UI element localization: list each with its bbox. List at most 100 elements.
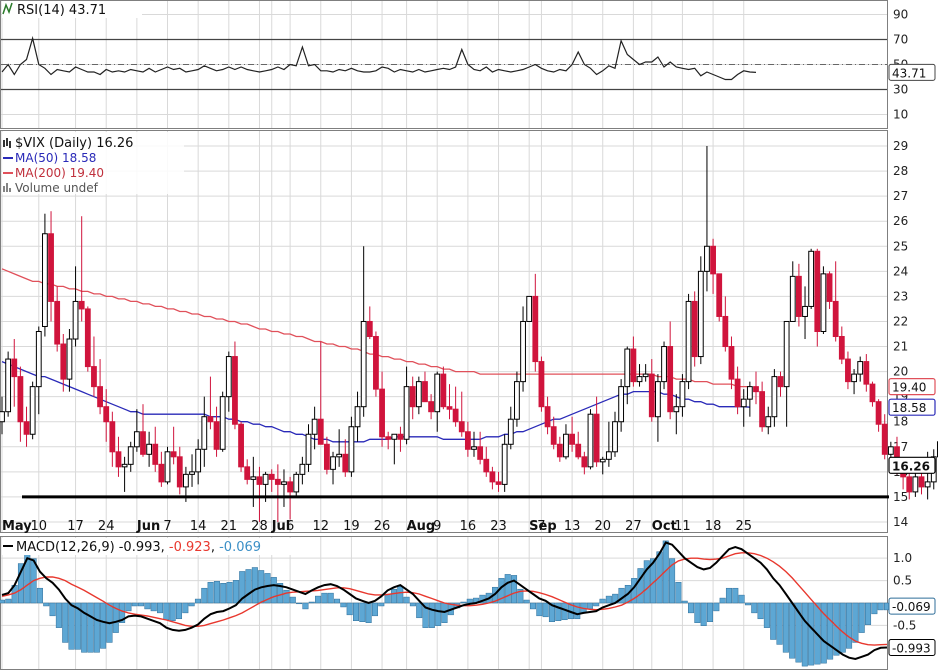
candle-body <box>722 315 729 348</box>
candle-body <box>569 433 575 445</box>
candle <box>507 406 514 450</box>
candle-body <box>458 421 465 433</box>
macd-histogram-bar <box>858 602 865 633</box>
price-tick-label: 21 <box>893 340 908 354</box>
candle-body <box>299 463 306 475</box>
candle-body <box>397 433 404 440</box>
macd-header-background <box>2 538 320 555</box>
price-tick-label: 25 <box>893 239 908 253</box>
macd-histogram-bar <box>669 558 676 604</box>
volume-legend-label: Volume undef <box>15 181 99 195</box>
macd-histogram-bar <box>593 602 600 607</box>
candle <box>808 248 815 309</box>
macd-histogram-bar <box>511 575 518 604</box>
date-label: 21 <box>221 519 238 534</box>
macd-histogram-bar <box>251 567 258 604</box>
candle <box>256 466 263 522</box>
candle-body <box>814 250 821 332</box>
candle-body <box>612 421 618 453</box>
candle-body <box>802 305 808 317</box>
macd-histogram-bar <box>827 602 834 660</box>
candle-body <box>238 423 244 468</box>
macd-histogram-bar <box>302 602 309 610</box>
candle-body <box>250 476 257 480</box>
candle <box>734 366 741 415</box>
macd-histogram-bar <box>296 602 303 605</box>
rsi-panel: 9070503010 RSI(14) 43.71 43.71 <box>0 0 936 129</box>
candle-body <box>281 481 287 485</box>
candle <box>219 391 226 452</box>
macd-histogram-bar <box>207 582 214 604</box>
candle-body <box>103 406 110 423</box>
date-label: 23 <box>490 519 507 534</box>
macd-histogram-bar <box>637 568 644 604</box>
candle-body <box>789 275 796 322</box>
candle-body <box>661 346 667 383</box>
candle <box>691 291 698 367</box>
candle-body <box>152 443 159 465</box>
rsi-tick-label: 90 <box>893 8 908 22</box>
candle-body <box>54 300 61 345</box>
candle <box>630 336 637 387</box>
candle-body <box>507 418 514 445</box>
candle-body <box>832 300 839 338</box>
candle-body <box>201 416 208 450</box>
candle-body <box>520 320 526 383</box>
candle <box>728 336 735 390</box>
candle <box>189 454 195 487</box>
rsi-tick-label: 70 <box>893 33 908 47</box>
candle-body <box>379 388 385 438</box>
candle-body <box>5 358 12 413</box>
candle <box>274 464 281 522</box>
candle-body <box>526 295 533 322</box>
candle <box>164 446 171 485</box>
candle-body <box>0 411 5 423</box>
macd-histogram-bar <box>605 595 612 604</box>
candle <box>201 396 208 467</box>
candle <box>403 366 410 445</box>
candle <box>176 446 183 495</box>
candle <box>434 371 441 432</box>
candle <box>225 351 232 412</box>
candle <box>146 431 153 467</box>
date-label: Jun <box>136 519 160 534</box>
candle-body <box>256 476 263 485</box>
macd-histogram-bar <box>163 602 170 621</box>
candle-body <box>881 423 888 455</box>
candle <box>311 406 318 450</box>
rsi-title: RSI(14) 43.71 <box>17 3 106 18</box>
candle <box>35 326 42 415</box>
candle-body <box>268 473 275 480</box>
rsi-line <box>1 35 757 81</box>
candle <box>667 321 674 420</box>
candle <box>612 411 618 457</box>
candle-body <box>728 346 735 380</box>
candle <box>452 386 459 427</box>
macd-histogram-bar <box>782 602 789 653</box>
macd-histogram-bar <box>220 583 227 604</box>
macd-histogram-bar <box>852 602 859 643</box>
macd-histogram-bar <box>315 595 322 604</box>
candle <box>679 374 686 417</box>
macd-histogram-bar <box>706 602 714 622</box>
candle-body <box>673 406 680 413</box>
price-tick-label: 15 <box>893 490 908 504</box>
candle-body <box>796 275 802 317</box>
candle <box>771 369 778 427</box>
macd-histogram-bar <box>346 602 353 616</box>
candle-body <box>133 431 140 448</box>
macd-histogram-bar <box>688 602 695 614</box>
candle <box>495 471 502 492</box>
candle-body <box>808 250 815 307</box>
price-tick-label: 18 <box>893 415 908 429</box>
candle <box>599 456 606 475</box>
candle <box>685 293 692 390</box>
candle-body <box>642 373 649 378</box>
candle <box>796 263 802 327</box>
macd-tick-label: 0.5 <box>893 574 912 588</box>
candle-body <box>189 471 195 475</box>
candle-body <box>599 458 606 463</box>
candle-body <box>581 456 588 468</box>
candle-body <box>140 431 146 455</box>
candle <box>23 406 30 447</box>
